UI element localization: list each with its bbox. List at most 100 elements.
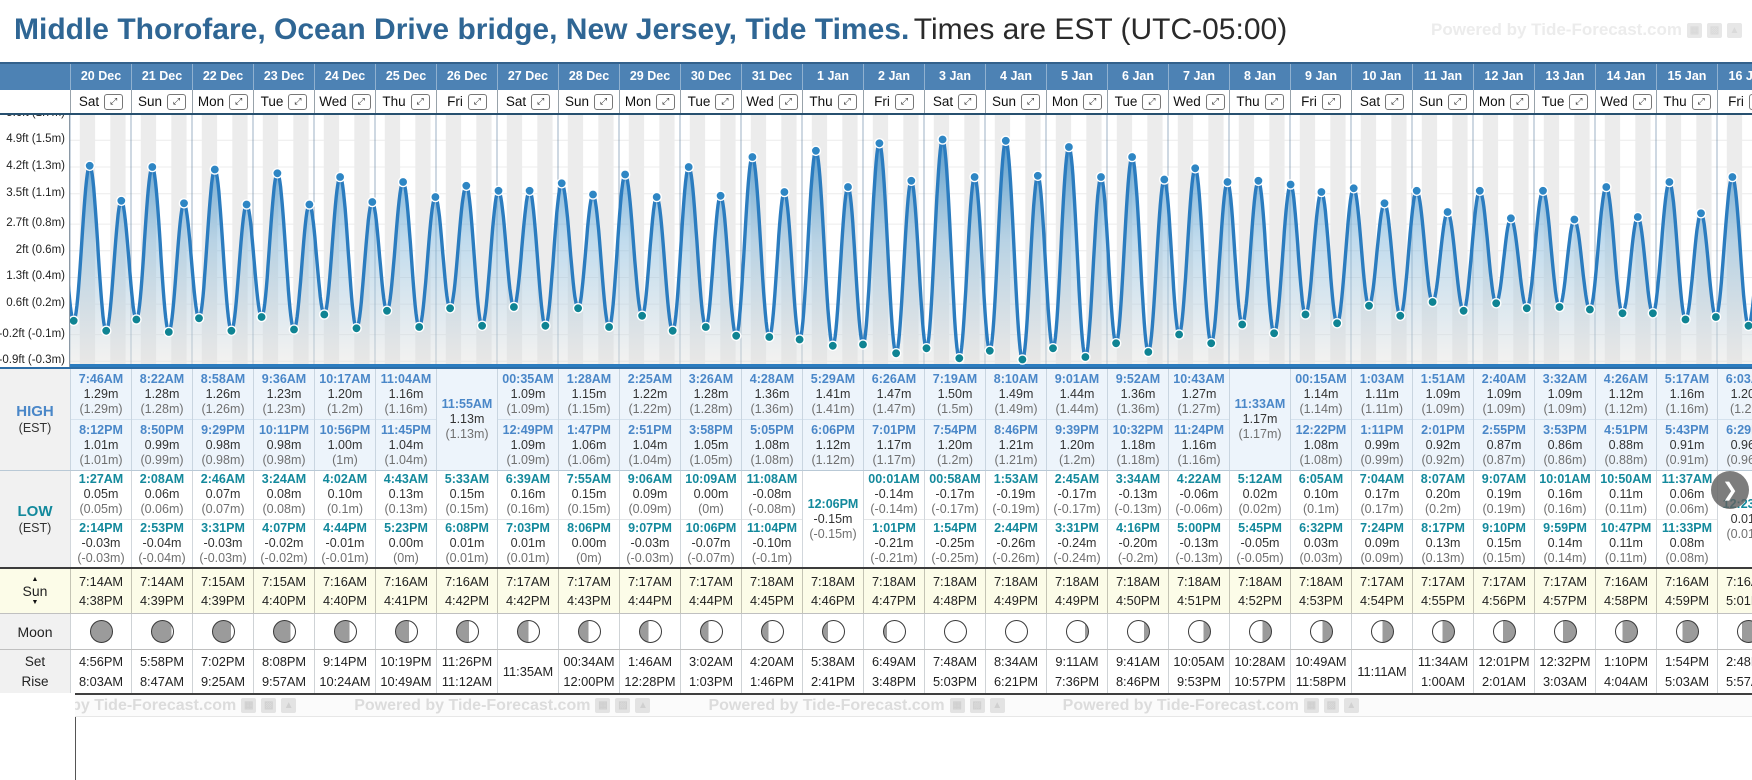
tide-height-m: 1.20m (1730, 386, 1752, 401)
sun-row-label: ▲ Sun ▼ (0, 569, 70, 613)
low-tide-cell: 7:55AM 0.15m (0.15m) 8:06PM 0.00m (0m) (558, 471, 619, 567)
tide-time: 11:45PM (380, 422, 432, 437)
date-header-cell: 30 Dec (680, 64, 741, 90)
moonset-time: 1:46AM (627, 653, 673, 669)
low-tide-cell: 1:53AM -0.19m (-0.19m) 2:44PM -0.26m (-0.26m) (985, 471, 1046, 567)
expand-icon[interactable]: ⤢ (410, 93, 430, 110)
expand-icon[interactable]: ⤢ (656, 93, 676, 110)
moon-phase-cell (436, 614, 497, 649)
tide-height-m: 1.09m (510, 437, 546, 452)
tide-time: 7:55AM (566, 472, 612, 487)
moon-set-rise-cell: 1:54PM 5:03AM (1656, 650, 1717, 693)
sunrise-time: 7:18AM (1054, 574, 1100, 589)
titlebar: Powered by Tide-Forecast.com ▦ ▨ ▲ Middle T… (0, 0, 1752, 62)
tide-height-paren: (1.27m) (1177, 401, 1221, 416)
moon-phase-cell (1412, 614, 1473, 649)
tide-height-paren: (0m) (393, 550, 419, 565)
expand-icon[interactable]: ⤢ (531, 93, 551, 110)
watermark-item: Powered by Tide-Forecast.com ▦ ▨ ▲ (708, 697, 1005, 715)
expand-icon[interactable]: ⤢ (351, 93, 371, 110)
tide-entry: 1:27AM 0.05m (0.05m) (71, 471, 131, 519)
weekday-cell: Fri ⤢ (863, 90, 924, 113)
tide-height-m: 1.27m (1181, 386, 1217, 401)
tide-height-m: 1.06m (571, 437, 607, 452)
weekday-label: Sat (932, 94, 954, 109)
tide-height-m: 1.01m (83, 437, 119, 452)
tide-entry: 4:22AM -0.06m (-0.06m) (1169, 471, 1229, 519)
scroll-next-button[interactable]: ❯ (1711, 471, 1749, 509)
high-tide-cell: 4:28AM 1.36m (1.36m) 5:05PM 1.08m (1.08m) (741, 369, 802, 470)
moonrise-time: 10:24AM (319, 673, 371, 689)
moon-phase-icon (699, 620, 723, 643)
tide-time: 10:11PM (258, 422, 310, 437)
low-tz-label: (EST) (18, 520, 52, 535)
expand-icon[interactable]: ⤢ (167, 93, 187, 110)
tide-height-paren: (1.2m) (326, 401, 364, 416)
moon-phase-icon (1675, 620, 1699, 643)
weekday-label: Sat (1359, 94, 1381, 109)
moonset-time: 10:28AM (1234, 653, 1286, 669)
expand-icon[interactable]: ⤢ (1510, 93, 1530, 110)
expand-icon[interactable]: ⤢ (594, 93, 614, 110)
expand-icon[interactable]: ⤢ (1691, 93, 1711, 110)
expand-icon[interactable]: ⤢ (229, 93, 249, 110)
moon-phase-icon (821, 620, 845, 643)
tide-height-paren: (0.86m) (1543, 452, 1587, 467)
high-tide-cell: 7:46AM 1.29m (1.29m) 8:12PM 1.01m (1.01m) (70, 369, 131, 470)
tide-time: 9:07AM (1481, 472, 1527, 487)
moon-phase-cell (70, 614, 131, 649)
moon-phase-cell (1229, 614, 1290, 649)
tide-time: 8:22AM (139, 371, 185, 386)
expand-icon[interactable]: ⤢ (467, 93, 487, 110)
date-header-cell: 13 Jan (1534, 64, 1595, 90)
expand-icon[interactable]: ⤢ (778, 93, 798, 110)
sunset-arrow-icon: ▼ (31, 599, 39, 606)
tide-height-paren: (0.87m) (1482, 452, 1526, 467)
expand-icon[interactable]: ⤢ (1205, 93, 1225, 110)
expand-icon[interactable]: ⤢ (1083, 93, 1103, 110)
weekday-cell: Sat ⤢ (497, 90, 558, 113)
tide-entry: 9:39PM 1.20m (1.2m) (1047, 419, 1107, 470)
weekday-cell: Mon ⤢ (619, 90, 680, 113)
expand-icon[interactable]: ⤢ (1321, 93, 1341, 110)
tide-curve-svg (57, 115, 1752, 367)
tide-entry: 5:12AM 0.02m (0.02m) (1230, 471, 1290, 519)
moon-phase-icon (1553, 620, 1577, 643)
date-header-cell: 4 Jan (985, 64, 1046, 90)
tide-height-m: -0.15m (813, 511, 853, 526)
weekday-cell: Tue ⤢ (253, 90, 314, 113)
tide-entry: 2:14PM -0.03m (-0.03m) (71, 518, 131, 568)
expand-icon[interactable]: ⤢ (104, 93, 124, 110)
moon-phase-icon (1065, 620, 1089, 643)
expand-icon[interactable]: ⤢ (1448, 93, 1468, 110)
expand-icon[interactable]: ⤢ (1632, 93, 1652, 110)
tide-height-m: 0.09m (1364, 535, 1400, 550)
tide-time: 4:43AM (383, 472, 429, 487)
low-tide-row: LOW (EST) 1:27AM 0.05m (0.05m) 2:14PM -0.03m… (0, 471, 1752, 567)
expand-icon[interactable]: ⤢ (894, 93, 914, 110)
expand-icon[interactable]: ⤢ (837, 93, 857, 110)
expand-icon[interactable]: ⤢ (1264, 93, 1284, 110)
expand-icon[interactable]: ⤢ (1142, 93, 1162, 110)
moon-phase-cell (924, 614, 985, 649)
tide-height-m: 1.21m (998, 437, 1034, 452)
expand-icon[interactable]: ⤢ (715, 93, 735, 110)
tide-height-m: 1.44m (1059, 386, 1095, 401)
expand-icon[interactable]: ⤢ (288, 93, 308, 110)
tide-height-paren: (0.08m) (262, 502, 306, 517)
expand-icon[interactable]: ⤢ (1569, 93, 1589, 110)
tide-height-m: 0.15m (571, 487, 607, 502)
low-tide-cell: 7:04AM 0.17m (0.17m) 7:24PM 0.09m (0.09m) (1351, 471, 1412, 567)
sunrise-time: 7:16AM (1725, 574, 1752, 589)
expand-icon[interactable]: ⤢ (1748, 93, 1752, 110)
tide-entry: 8:58AM 1.26m (1.26m) (193, 369, 253, 419)
expand-icon[interactable]: ⤢ (1385, 93, 1405, 110)
tide-time: 4:26AM (1603, 371, 1649, 386)
high-tide-cell: 9:52AM 1.36m (1.36m) 10:32PM 1.18m (1.18m) (1107, 369, 1168, 470)
expand-icon[interactable]: ⤢ (958, 93, 978, 110)
tide-entry: 6:05AM 0.10m (0.1m) (1291, 471, 1351, 519)
expand-icon[interactable]: ⤢ (1021, 93, 1041, 110)
watermark-text: Powered by Tide-Forecast.com (75, 696, 237, 714)
weekday-cell: Mon ⤢ (192, 90, 253, 113)
moonset-time: 9:41AM (1115, 653, 1161, 669)
